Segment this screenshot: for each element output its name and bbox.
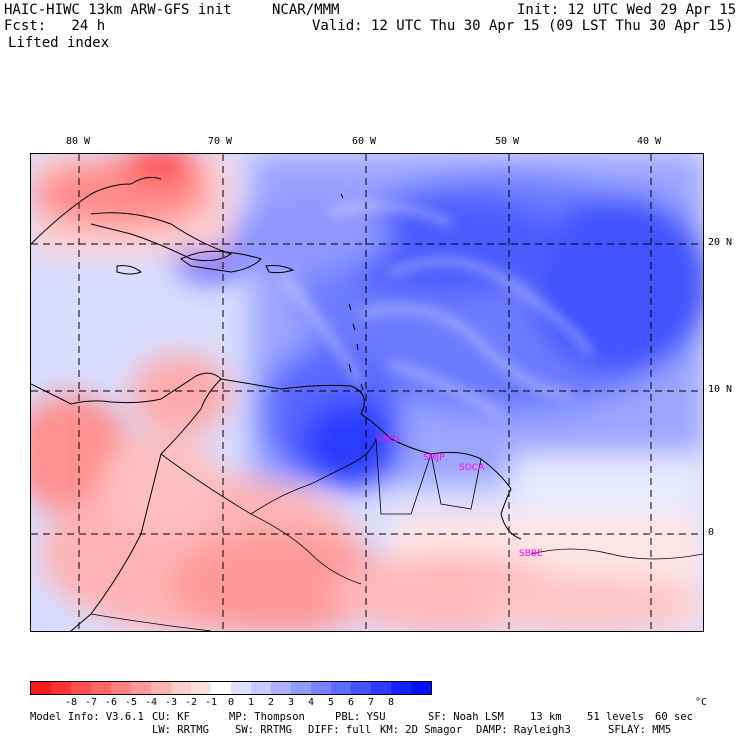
footer-km: KM: 2D Smagor bbox=[380, 724, 463, 736]
footer-lw: LW: RRTMG bbox=[152, 724, 209, 736]
footer-damp: DAMP: Rayleigh3 bbox=[476, 724, 571, 736]
colorbar-tick-label: 7 bbox=[367, 697, 375, 708]
colorbar-unit: °C bbox=[694, 697, 708, 708]
colorbar-tick-label: -2 bbox=[184, 697, 198, 708]
site-label-smjp: SMJP bbox=[423, 453, 445, 463]
colorbar-swatch bbox=[151, 682, 171, 694]
colorbar-tick-label: 5 bbox=[327, 697, 335, 708]
forecast-hour: Fcst: 24 h bbox=[4, 18, 106, 34]
colorbar-tick-label: -6 bbox=[104, 697, 118, 708]
colorbar-swatch bbox=[331, 682, 351, 694]
footer-model-info: Model Info: V3.6.1 bbox=[30, 711, 144, 723]
model-title: HAIC-HIWC 13km ARW-GFS init bbox=[4, 2, 232, 18]
footer-resolution: 13 km bbox=[530, 711, 562, 723]
map-graphic: STEU SMJP SOCA SBBE bbox=[31, 154, 703, 631]
colorbar-tick-label: 4 bbox=[307, 697, 315, 708]
colorbar-swatch bbox=[251, 682, 271, 694]
colorbar-swatch bbox=[311, 682, 331, 694]
lat-lon-grid bbox=[31, 154, 703, 631]
colorbar-tick-label: -7 bbox=[84, 697, 98, 708]
lifted-index-map: STEU SMJP SOCA SBBE bbox=[30, 153, 704, 632]
footer-sflay: SFLAY: MM5 bbox=[608, 724, 672, 736]
colorbar-tick-label: 2 bbox=[267, 697, 275, 708]
init-time: Init: 12 UTC Wed 29 Apr 15 bbox=[517, 2, 737, 18]
footer-sw: SW: RRTMG bbox=[235, 724, 292, 736]
footer-sf: SF: Noah LSM bbox=[428, 711, 504, 723]
footer-cu: CU: KF bbox=[152, 711, 190, 723]
colorbar-swatch bbox=[51, 682, 71, 694]
colorbar-tick-label: 0 bbox=[227, 697, 235, 708]
lifted-index-shading bbox=[31, 154, 703, 631]
footer-levels: 51 levels bbox=[587, 711, 644, 723]
organization-label: NCAR/MMM bbox=[272, 2, 340, 18]
lat-label-20n: 20 N bbox=[708, 237, 733, 248]
lat-label-10n: 10 N bbox=[708, 384, 733, 395]
site-label-sbbe: SBBE bbox=[519, 549, 543, 559]
cloud-swirl-texture bbox=[278, 203, 594, 417]
colorbar-swatch bbox=[91, 682, 111, 694]
colorbar-tick-label: -5 bbox=[124, 697, 138, 708]
footer-timestep: 60 sec bbox=[655, 711, 693, 723]
colorbar-swatch bbox=[131, 682, 151, 694]
field-name: Lifted index bbox=[8, 35, 110, 51]
lat-label-equator: 0 bbox=[708, 527, 715, 538]
lon-label-70w: 70 W bbox=[208, 136, 233, 147]
footer-mp: MP: Thompson bbox=[229, 711, 305, 723]
colorbar-tick-label: -3 bbox=[164, 697, 178, 708]
country-borders bbox=[90, 438, 703, 631]
colorbar-swatch bbox=[111, 682, 131, 694]
colorbar-tick-label: 8 bbox=[387, 697, 395, 708]
colorbar-swatch bbox=[191, 682, 211, 694]
colorbar-swatch bbox=[391, 682, 411, 694]
colorbar-swatch bbox=[271, 682, 291, 694]
colorbar-swatch bbox=[291, 682, 311, 694]
colorbar-tick-label: -1 bbox=[204, 697, 218, 708]
colorbar-swatch bbox=[411, 682, 431, 694]
colorbar-tick-label: -4 bbox=[144, 697, 158, 708]
coastlines bbox=[31, 176, 522, 631]
valid-time: Valid: 12 UTC Thu 30 Apr 15 (09 LST Thu … bbox=[312, 18, 734, 34]
site-labels: STEU SMJP SOCA SBBE bbox=[376, 435, 543, 559]
lifted-index-colorbar bbox=[30, 681, 432, 695]
colorbar-swatch bbox=[231, 682, 251, 694]
colorbar-tick-label: -8 bbox=[64, 697, 78, 708]
colorbar-swatch bbox=[31, 682, 51, 694]
colorbar-tick-label: 1 bbox=[247, 697, 255, 708]
footer-diff: DIFF: full bbox=[308, 724, 372, 736]
site-label-steu: STEU bbox=[376, 435, 399, 445]
colorbar-swatch bbox=[351, 682, 371, 694]
colorbar-swatch bbox=[171, 682, 191, 694]
colorbar-swatch bbox=[71, 682, 91, 694]
lon-label-50w: 50 W bbox=[495, 136, 520, 147]
lon-label-80w: 80 W bbox=[66, 136, 91, 147]
colorbar-tick-label: 3 bbox=[287, 697, 295, 708]
footer-pbl: PBL: YSU bbox=[335, 711, 386, 723]
colorbar-tick-label: 6 bbox=[347, 697, 355, 708]
site-label-soca: SOCA bbox=[459, 463, 485, 473]
colorbar-swatch bbox=[371, 682, 391, 694]
lon-label-60w: 60 W bbox=[352, 136, 377, 147]
lon-label-40w: 40 W bbox=[637, 136, 662, 147]
colorbar-swatch bbox=[211, 682, 231, 694]
